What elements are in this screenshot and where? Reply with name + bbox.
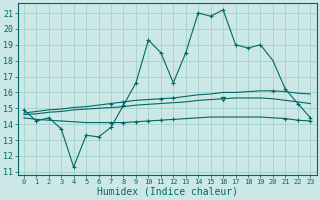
X-axis label: Humidex (Indice chaleur): Humidex (Indice chaleur) bbox=[97, 187, 237, 197]
